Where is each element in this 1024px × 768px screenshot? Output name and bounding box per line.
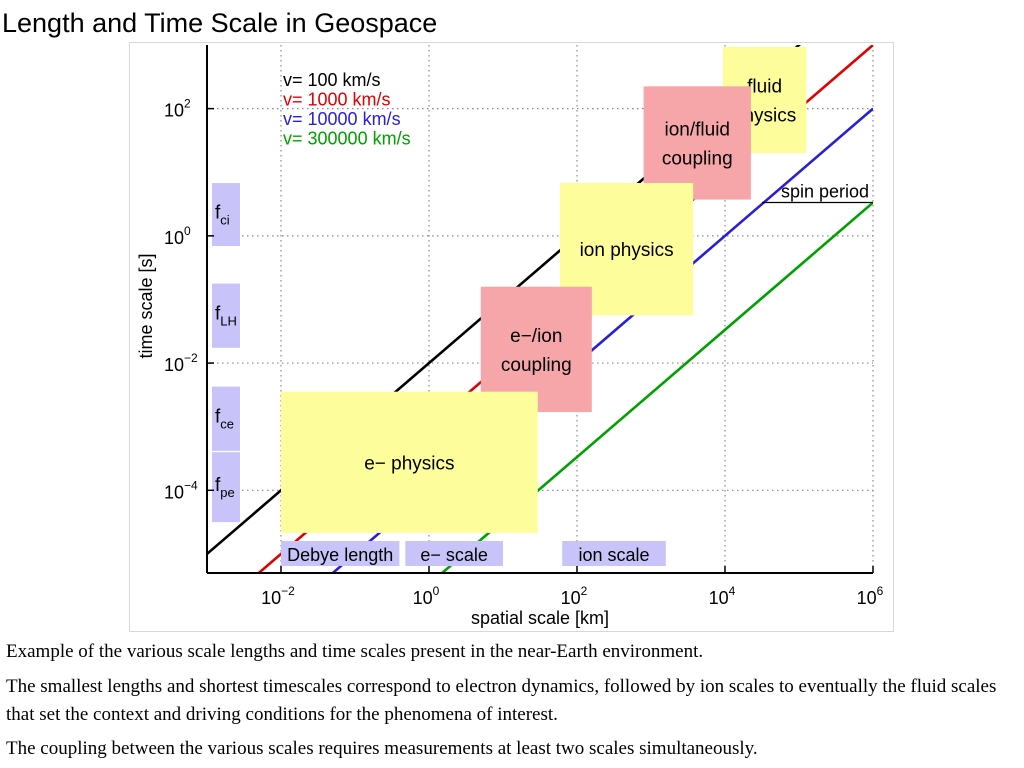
length-label: Debye length: [287, 545, 393, 565]
region-box: [480, 286, 592, 413]
figure-frame: [129, 42, 894, 632]
slide-title: Length and Time Scale in Geospace: [2, 8, 438, 38]
x-tick-label: 104: [709, 584, 736, 608]
region-label: coupling: [662, 148, 733, 169]
y-tick-base: 10: [164, 101, 184, 121]
length-label: ion scale: [578, 545, 649, 565]
legend-entry: v= 100 km/s: [283, 70, 381, 90]
y-tick-power: −2: [184, 351, 198, 365]
y-tick-power: 0: [184, 224, 191, 238]
y-tick-base: 10: [164, 482, 184, 502]
length-band: [405, 541, 503, 566]
region-label: ion/fluid: [665, 119, 731, 140]
length-label: e− scale: [420, 545, 488, 565]
legend-entry: v= 10000 km/s: [283, 109, 401, 129]
region-label: e−/ion: [510, 326, 562, 347]
frequency-subscript: ci: [220, 213, 230, 228]
legend-entry: v= 300000 km/s: [283, 129, 411, 149]
y-tick-label: 100: [164, 224, 191, 248]
annotation-label: spin period: [781, 181, 869, 201]
length-band: [281, 541, 400, 566]
x-tick-power: −2: [281, 584, 295, 598]
caption-scales: The smallest lengths and shortest timesc…: [6, 676, 997, 725]
y-tick-power: −4: [184, 478, 198, 492]
x-tick-label: 102: [561, 584, 588, 608]
legend-entry: v= 1000 km/s: [283, 90, 391, 110]
region-box: [281, 391, 538, 533]
x-tick-power: 0: [433, 584, 440, 598]
frequency-subscript: ce: [220, 417, 234, 432]
frequency-subscript: pe: [220, 485, 234, 500]
region-label: coupling: [501, 355, 572, 376]
frequency-label: fpe: [215, 475, 235, 500]
y-axis-label: time scale [s]: [136, 253, 156, 358]
x-tick-base: 10: [857, 588, 877, 608]
x-tick-base: 10: [561, 588, 581, 608]
caption-coupling: The coupling between the various scales …: [6, 738, 758, 759]
frequency-label: fci: [215, 203, 230, 228]
frequency-label: fce: [215, 407, 234, 432]
x-tick-label: 10−2: [261, 584, 295, 608]
frequency-base: f: [215, 407, 221, 428]
region-label: fluid: [747, 77, 782, 98]
y-tick-base: 10: [164, 228, 184, 248]
frequency-band: [212, 386, 240, 451]
y-tick-label: 10−2: [164, 351, 198, 375]
y-tick-power: 2: [184, 97, 191, 111]
caption-example: Example of the various scale lengths and…: [6, 641, 704, 662]
frequency-label: fLH: [215, 304, 237, 329]
frequency-base: f: [215, 475, 221, 496]
y-tick-label: 102: [164, 97, 191, 121]
x-tick-base: 10: [709, 588, 729, 608]
velocity-line: [440, 201, 873, 573]
x-tick-label: 100: [413, 584, 440, 608]
frequency-base: f: [215, 304, 221, 325]
y-tick-label: 10−4: [164, 478, 198, 502]
frequency-band: [212, 283, 240, 348]
region-box: [643, 86, 751, 200]
x-tick-base: 10: [261, 588, 281, 608]
frequency-band: [212, 183, 240, 247]
x-tick-label: 106: [857, 584, 884, 608]
x-tick-power: 6: [877, 584, 884, 598]
length-band: [562, 541, 666, 566]
frequency-band: [212, 452, 240, 523]
frequency-subscript: LH: [220, 314, 237, 329]
x-axis-label: spatial scale [km]: [471, 608, 609, 628]
region-label: e− physics: [364, 453, 454, 474]
x-tick-power: 4: [729, 584, 736, 598]
x-tick-base: 10: [413, 588, 433, 608]
region-label: ion physics: [580, 240, 674, 261]
x-tick-power: 2: [581, 584, 588, 598]
y-tick-base: 10: [164, 355, 184, 375]
frequency-base: f: [215, 203, 221, 224]
